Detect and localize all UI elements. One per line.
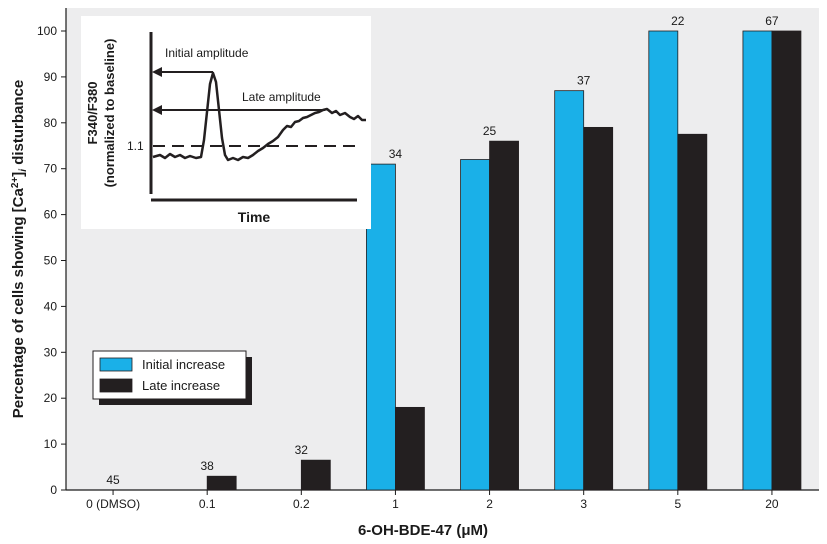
x-tick-label: 1: [392, 497, 399, 511]
bar-late-5: [583, 126, 614, 491]
y-tick-label: 60: [44, 208, 58, 222]
y-tick-label: 40: [44, 299, 58, 313]
sample-size-label: 25: [483, 124, 497, 138]
inset-schematic: Initial amplitude Late amplitude 1.1 F34…: [81, 16, 371, 229]
x-tick-label: 5: [674, 497, 681, 511]
inset-x-label: Time: [238, 209, 271, 225]
sample-size-label: 37: [577, 74, 591, 88]
legend: Initial increase Late increase: [92, 350, 252, 405]
bar-late-3: [395, 406, 425, 491]
inset-background: [81, 16, 371, 229]
bar-late-4: [489, 140, 519, 491]
sample-size-labels: 45 38 32 34 25 37 22 67: [106, 14, 779, 487]
x-tick-label: 0.2: [293, 497, 310, 511]
inset-late-label: Late amplitude: [242, 90, 321, 104]
inset-y-label-line2: (normalized to baseline): [102, 39, 117, 188]
bar-late-2: [300, 459, 331, 491]
bar-late-7: [771, 30, 802, 491]
y-tick-label: 90: [44, 70, 58, 84]
x-tick-label: 0.1: [199, 497, 216, 511]
bar-initial-7: [742, 30, 773, 491]
x-tick-label: 20: [765, 497, 779, 511]
inset-trace: [152, 71, 366, 162]
bars: [206, 30, 802, 491]
sample-size-label: 32: [295, 443, 309, 457]
y-axis-title: Percentage of cells showing [Ca2+]i dist…: [10, 80, 29, 418]
inset-y-label-line1: F340/F380: [85, 82, 100, 145]
y-ticks: 0 10 20 30 40 50 60 70 80 90 100: [37, 24, 66, 497]
y-tick-label: 20: [44, 391, 58, 405]
x-tick-label: 0 (DMSO): [86, 497, 140, 511]
y-tick-label: 70: [44, 162, 58, 176]
legend-label-initial: Initial increase: [142, 357, 225, 372]
sample-size-label: 67: [765, 14, 779, 28]
x-tick-label: 3: [580, 497, 587, 511]
x-ticks: 0 (DMSO) 0.1 0.2 1 2 3 5 20: [86, 490, 779, 511]
legend-swatch-late: [99, 378, 133, 393]
bar-initial-5: [554, 90, 585, 491]
bar-initial-6: [648, 30, 679, 491]
bar-initial-3: [366, 163, 396, 491]
legend-swatch-initial: [99, 357, 133, 372]
y-tick-label: 80: [44, 116, 58, 130]
bar-initial-4: [460, 159, 490, 491]
legend-label-late: Late increase: [142, 378, 220, 393]
y-tick-label: 0: [50, 483, 57, 497]
sample-size-label: 45: [106, 473, 120, 487]
x-tick-label: 2: [486, 497, 493, 511]
sample-size-label: 34: [389, 147, 403, 161]
inset-late-arrowhead: [152, 105, 162, 115]
inset-initial-label: Initial amplitude: [165, 46, 249, 60]
inset-baseline-label: 1.1: [127, 139, 144, 153]
y-tick-label: 100: [37, 24, 57, 38]
sample-size-label: 22: [671, 14, 685, 28]
inset-initial-arrowhead: [152, 67, 162, 77]
y-tick-label: 10: [44, 437, 58, 451]
y-tick-label: 50: [44, 254, 58, 268]
x-axis-title: 6-OH-BDE-47 (μM): [358, 522, 488, 539]
sample-size-label: 38: [201, 459, 215, 473]
bar-late-6: [677, 133, 708, 491]
bar-late-1: [206, 475, 237, 491]
y-tick-label: 30: [44, 345, 58, 359]
